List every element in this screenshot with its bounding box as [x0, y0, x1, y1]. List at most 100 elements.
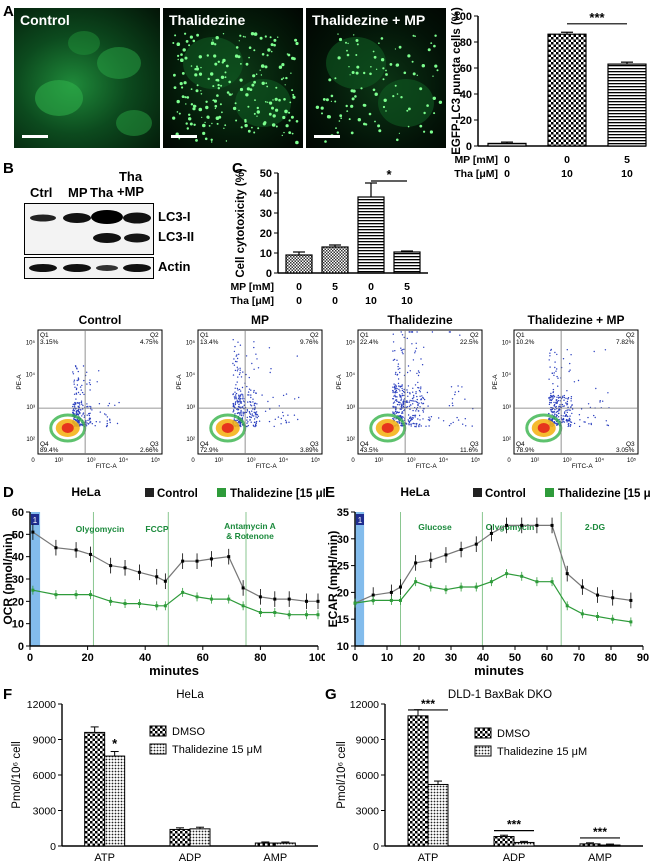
lc3-punctum: [385, 110, 387, 112]
event-dot: [567, 398, 569, 400]
data-point-thalidezine: [489, 580, 493, 584]
x-tick-label: 10³: [87, 458, 96, 464]
data-point-thalidezine: [31, 588, 35, 592]
lc3-punctum: [385, 73, 388, 76]
lc3-punctum: [268, 101, 270, 104]
quadrant-q2: Q2: [150, 332, 159, 339]
lc3-punctum: [264, 65, 268, 69]
event-dot: [568, 419, 570, 421]
event-dot: [593, 350, 595, 353]
event-dot: [81, 384, 83, 387]
event-dot: [79, 412, 81, 415]
lc3-punctum: [275, 125, 278, 128]
event-dot: [234, 360, 237, 363]
lc3-punctum: [338, 37, 343, 42]
event-dot: [76, 379, 78, 382]
lc3-punctum: [248, 56, 250, 59]
lc3-punctum: [177, 54, 180, 58]
event-dot: [409, 331, 411, 333]
event-dot: [238, 400, 240, 403]
lc3-punctum: [234, 102, 237, 105]
event-dot: [400, 408, 402, 410]
period-marker-label: 1: [33, 516, 38, 525]
event-dot: [280, 423, 282, 425]
event-dot: [565, 419, 568, 422]
lc3-punctum: [275, 108, 279, 112]
event-dot: [235, 392, 238, 395]
bar: [104, 755, 126, 847]
quadrant-q3: Q3: [470, 441, 479, 448]
lc3-punctum: [351, 71, 355, 74]
x-tick-label: 20: [81, 652, 93, 664]
event-dot: [240, 394, 242, 396]
event-dot: [398, 421, 401, 424]
lc3-punctum: [213, 99, 217, 103]
event-dot: [268, 347, 271, 349]
event-dot: [399, 401, 401, 404]
lc3-punctum: [195, 139, 198, 142]
event-dot: [401, 387, 403, 390]
lane-label-tha: Tha: [90, 185, 114, 200]
event-dot: [250, 421, 252, 423]
lc3-punctum: [211, 141, 213, 143]
tha-value: 10: [401, 295, 413, 307]
event-dot: [395, 418, 397, 420]
y-tick-label: 10⁴: [346, 372, 356, 379]
data-point-control: [227, 555, 231, 559]
legend-thalidezine: Thalidezine [15 μM]: [558, 488, 650, 500]
event-dot: [406, 391, 409, 393]
chart-g-dld1: DLD-1 BaxBak DKO 0 3000 6000 9000 12000 Pmol/1…: [336, 689, 643, 864]
lc3-punctum: [325, 98, 329, 102]
event-dot: [557, 416, 560, 418]
event-dot: [418, 402, 420, 404]
event-dot: [557, 410, 559, 413]
event-dot: [425, 425, 427, 427]
lc3-punctum: [181, 86, 184, 89]
significance-mark: *: [112, 736, 118, 751]
event-dot: [403, 394, 405, 397]
y-tick-label: 9000: [33, 735, 57, 747]
event-dot: [550, 392, 552, 395]
quadrant-q1: Q1: [40, 332, 49, 339]
lc3-punctum: [270, 43, 274, 47]
event-dot: [569, 415, 571, 417]
lc3-punctum: [253, 49, 256, 52]
x-axis-label: FITC-A: [96, 463, 118, 470]
flow-cytometry-row: ControlQ13.15%Q24.75%Q489.4%Q32.66%FITC-…: [16, 313, 639, 470]
chart-title: HeLa: [400, 485, 430, 499]
legend-thalidezine: Thalidezine 15 μM: [497, 746, 587, 758]
event-dot: [407, 385, 410, 387]
lc3-punctum: [225, 64, 229, 68]
event-dot: [403, 388, 405, 391]
lc3-punctum: [362, 103, 366, 107]
event-dot: [548, 403, 551, 406]
event-dot: [442, 420, 445, 422]
event-dot: [267, 400, 269, 403]
event-dot: [557, 394, 559, 397]
event-dot: [240, 406, 242, 408]
lc3-punctum: [291, 89, 294, 92]
mp-value: 0: [368, 281, 374, 293]
lc3-punctum: [392, 95, 395, 98]
lc3-punctum: [215, 78, 218, 82]
event-dot: [72, 409, 74, 412]
y-tick-label: 10³: [186, 405, 195, 411]
event-dot: [241, 398, 243, 400]
event-dot: [567, 423, 569, 425]
lc3-punctum: [228, 93, 231, 96]
data-point-thalidezine: [163, 604, 167, 608]
lc3-punctum: [326, 115, 331, 119]
quadrant-q3: Q3: [310, 441, 319, 448]
event-dot: [565, 402, 567, 404]
lc3-punctum: [290, 115, 294, 119]
event-dot: [570, 406, 572, 408]
event-dot: [403, 404, 405, 406]
event-dot: [247, 424, 249, 427]
x-tick-label: 10: [381, 652, 393, 664]
event-dot: [246, 419, 248, 421]
event-dot: [77, 379, 80, 381]
chart-d-ocr: 1 HeLa Control Thalidezine [15 μM] Olygomyci…: [1, 485, 325, 678]
data-point-control: [474, 542, 478, 546]
lc3-punctum: [407, 125, 410, 128]
event-dot: [416, 401, 419, 404]
